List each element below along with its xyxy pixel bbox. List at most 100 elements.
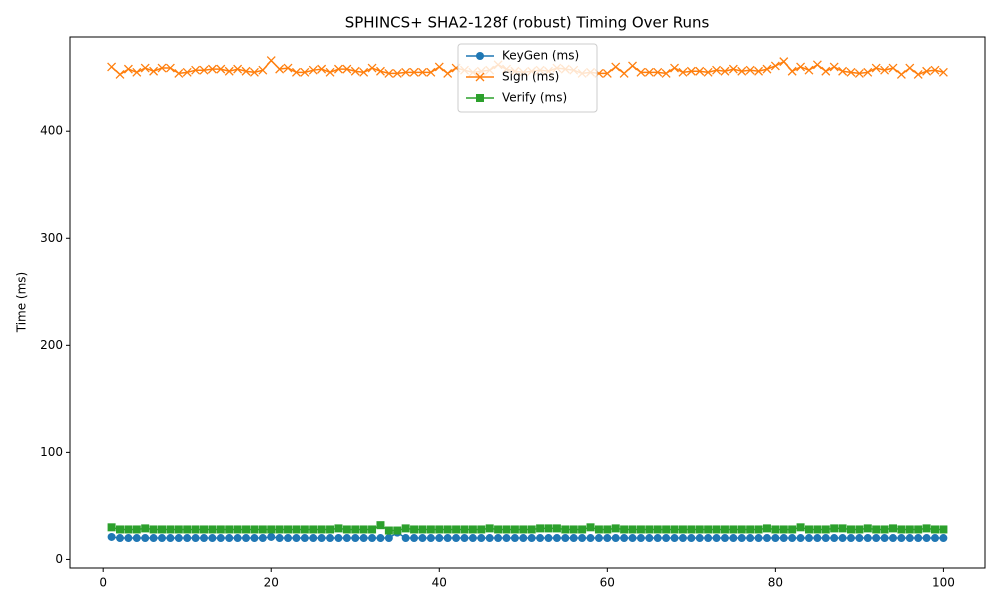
marker <box>174 68 184 78</box>
marker <box>804 525 813 534</box>
marker <box>552 534 561 543</box>
y-tick-label: 400 <box>40 124 63 138</box>
x-tick-label: 80 <box>768 576 783 590</box>
marker <box>443 525 452 534</box>
marker <box>158 525 167 534</box>
marker <box>813 525 822 534</box>
marker <box>141 534 150 543</box>
marker <box>393 526 402 535</box>
marker <box>326 534 335 543</box>
marker <box>611 62 621 72</box>
marker <box>813 534 822 543</box>
marker <box>334 524 343 533</box>
marker <box>670 63 679 73</box>
marker <box>494 525 503 534</box>
marker <box>115 525 124 534</box>
marker <box>686 66 696 76</box>
marker <box>258 525 267 534</box>
marker <box>300 67 310 77</box>
marker <box>418 67 427 77</box>
marker <box>510 525 519 534</box>
marker <box>536 534 545 543</box>
marker <box>443 534 452 543</box>
marker <box>426 525 435 534</box>
marker <box>233 534 242 543</box>
x-tick-label: 20 <box>264 576 279 590</box>
marker <box>914 534 923 543</box>
marker <box>880 65 890 75</box>
marker <box>830 534 839 543</box>
marker <box>762 64 772 74</box>
marker <box>678 525 687 534</box>
marker <box>183 534 192 543</box>
marker <box>746 534 755 543</box>
marker <box>527 534 536 543</box>
marker <box>922 66 932 76</box>
marker <box>124 525 133 534</box>
marker <box>107 532 116 541</box>
marker <box>309 525 318 534</box>
marker <box>174 525 183 534</box>
marker <box>208 525 217 534</box>
marker <box>350 66 360 76</box>
marker <box>216 525 225 534</box>
marker <box>712 65 722 75</box>
marker <box>426 534 435 543</box>
marker <box>191 525 200 534</box>
marker <box>275 534 284 543</box>
marker <box>552 524 561 533</box>
marker <box>728 64 738 74</box>
marker <box>207 64 217 74</box>
marker <box>670 534 679 543</box>
marker <box>905 534 914 543</box>
marker <box>569 534 578 543</box>
marker <box>182 67 192 77</box>
marker <box>594 525 603 534</box>
marker <box>191 65 201 75</box>
marker <box>233 64 243 74</box>
marker <box>342 525 351 534</box>
marker <box>300 525 309 534</box>
marker <box>695 525 704 534</box>
marker <box>510 534 519 543</box>
marker <box>292 534 301 543</box>
marker <box>619 68 629 78</box>
marker <box>812 60 822 70</box>
marker <box>368 534 377 543</box>
marker <box>704 534 713 543</box>
marker <box>165 63 175 73</box>
marker <box>250 525 259 534</box>
marker <box>863 524 872 533</box>
marker <box>317 525 326 534</box>
marker <box>737 534 746 543</box>
marker <box>695 66 705 76</box>
marker <box>384 526 393 535</box>
marker <box>888 524 897 533</box>
marker <box>586 523 595 532</box>
marker <box>745 65 755 75</box>
marker <box>628 525 637 534</box>
marker <box>233 525 242 534</box>
marker <box>485 524 494 533</box>
marker <box>166 534 175 543</box>
marker <box>854 68 864 78</box>
marker <box>762 534 771 543</box>
marker <box>611 524 620 533</box>
marker <box>249 67 259 77</box>
marker <box>115 70 125 79</box>
marker <box>821 66 831 76</box>
marker <box>670 525 679 534</box>
marker <box>913 70 923 79</box>
marker <box>468 525 477 534</box>
marker <box>653 534 662 543</box>
marker <box>787 66 797 76</box>
marker <box>266 56 276 66</box>
marker <box>157 63 167 73</box>
legend: KeyGen (ms) Sign (ms) Verify (ms) <box>457 43 598 113</box>
marker <box>855 525 864 534</box>
x-tick-label: 60 <box>600 576 615 590</box>
marker <box>712 525 721 534</box>
marker <box>704 525 713 534</box>
marker <box>267 525 276 534</box>
marker <box>149 66 159 76</box>
